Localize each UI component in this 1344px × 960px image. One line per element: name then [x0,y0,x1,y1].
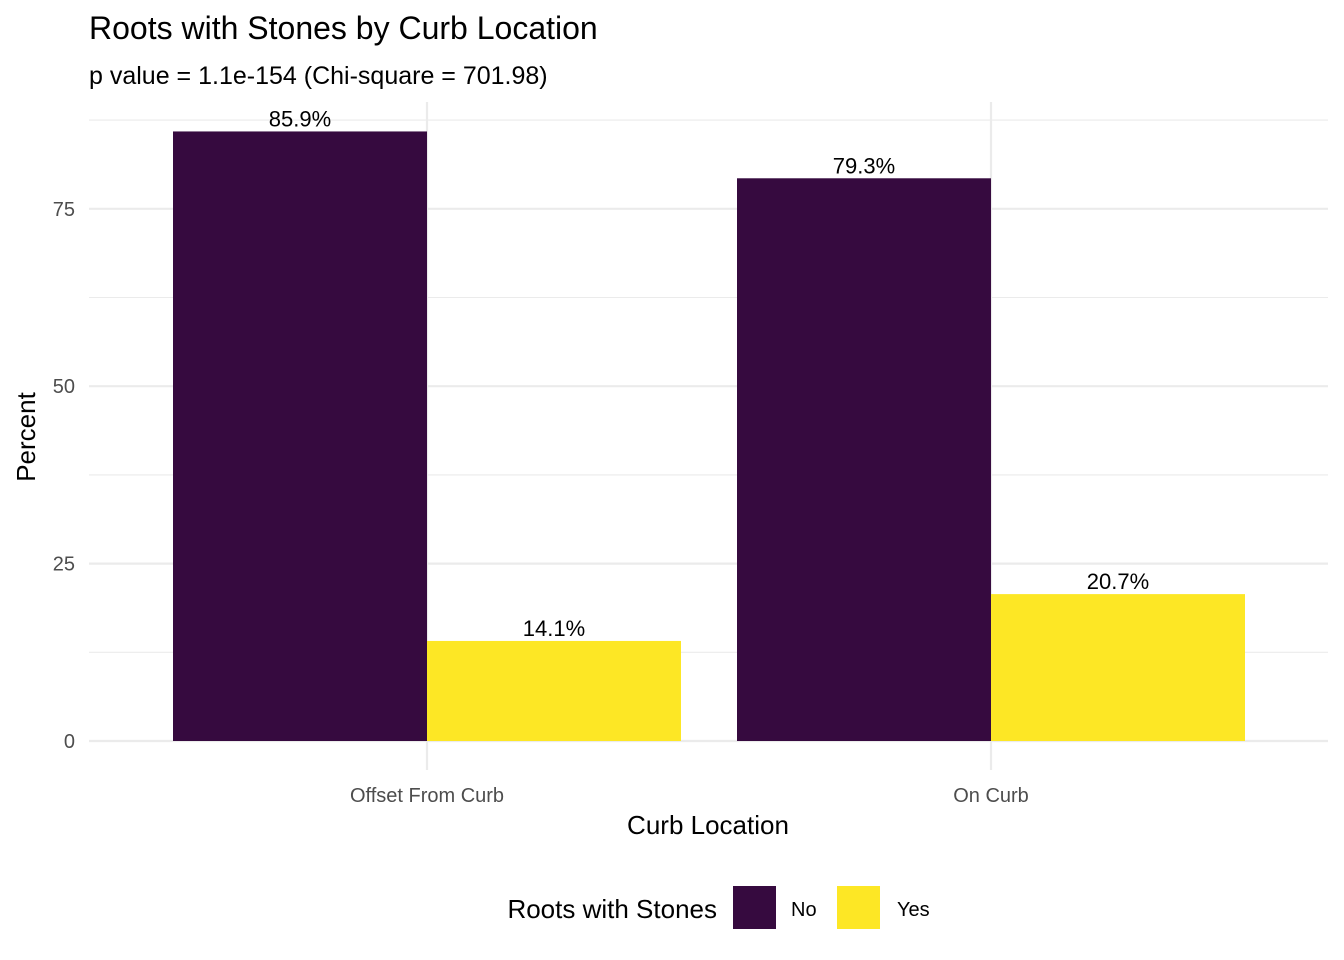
bar-no-2 [737,178,991,741]
y-tick-label: 75 [53,199,75,221]
y-axis-title: Percent [11,391,41,481]
x-tick-label: On Curb [953,785,1029,807]
data-labels: 85.9% 14.1% 79.3% 20.7% [269,106,1149,640]
x-tick-label: Offset From Curb [350,785,504,807]
chart-subtitle: p value = 1.1e-154 (Chi-square = 701.98) [89,62,548,90]
legend-title: Roots with Stones [507,894,717,924]
y-axis-ticks: 0 25 50 75 [53,199,75,753]
legend-key-yes [837,886,880,929]
bars [173,131,1245,742]
x-axis-ticks: Offset From Curb On Curb [350,785,1029,807]
data-label-yes-2: 20.7% [1087,569,1149,594]
data-label-no-1: 85.9% [269,106,331,131]
legend-key-no [733,886,776,929]
bar-no-1 [173,131,427,742]
data-label-no-2: 79.3% [833,153,895,178]
chart-title: Roots with Stones by Curb Location [89,10,598,46]
y-tick-label: 0 [64,731,75,753]
legend-label-no: No [791,899,817,921]
bar-yes-1 [427,640,681,741]
legend-label-yes: Yes [897,899,930,921]
bar-yes-2 [991,594,1245,741]
legend: Roots with Stones No Yes [507,886,930,929]
y-tick-label: 25 [53,554,75,576]
data-label-yes-1: 14.1% [523,616,585,641]
y-tick-label: 50 [53,376,75,398]
x-axis-title: Curb Location [627,810,789,840]
